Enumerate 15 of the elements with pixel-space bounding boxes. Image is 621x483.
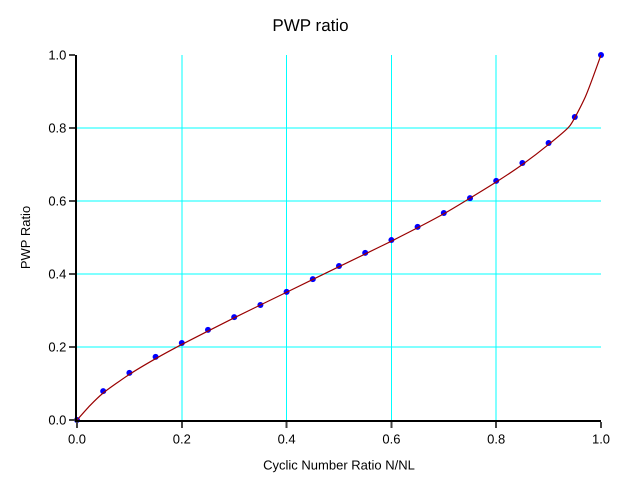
x-tick-label: 0.2 — [172, 432, 191, 447]
y-tick-label: 1.0 — [48, 48, 66, 63]
y-tick-label: 0.2 — [48, 340, 66, 355]
chart-title: PWP ratio — [272, 16, 349, 36]
x-tick-label: 1.0 — [592, 432, 610, 447]
x-axis-title: Cyclic Number Ratio N/NL — [263, 458, 415, 473]
y-tick-label: 0.6 — [48, 194, 66, 209]
x-tick-label: 0.0 — [68, 432, 86, 447]
y-tick-label: 0.8 — [48, 120, 66, 136]
x-tick-label: 0.8 — [487, 432, 506, 447]
y-axis-title: PWP Ratio — [18, 206, 33, 270]
y-tick-label: 0.4 — [48, 266, 66, 282]
x-tick-label: 0.6 — [382, 432, 400, 447]
x-tick-label: 0.4 — [278, 432, 296, 447]
y-tick-label: 0.0 — [48, 412, 66, 428]
